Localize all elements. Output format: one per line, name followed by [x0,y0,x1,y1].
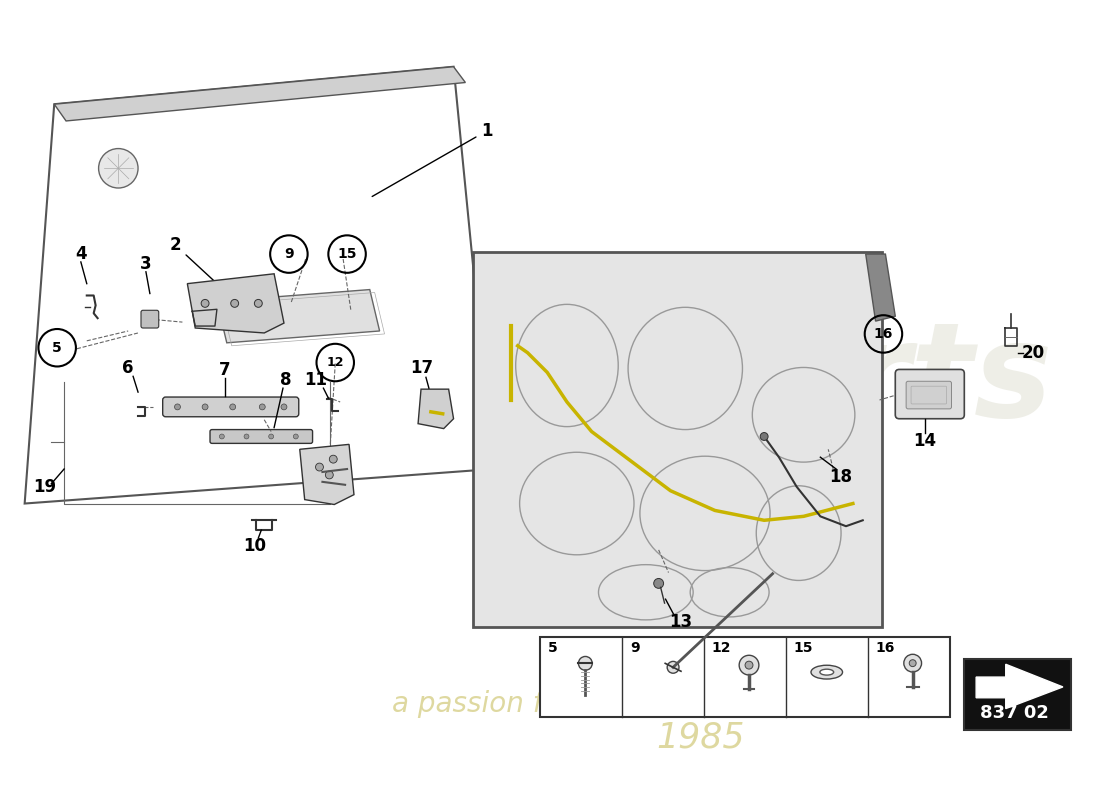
Text: 17: 17 [410,359,433,378]
Polygon shape [187,274,284,333]
Text: 10: 10 [243,537,266,555]
Circle shape [910,660,916,666]
Circle shape [280,404,287,410]
Circle shape [244,434,249,439]
Text: euro: euro [491,248,830,374]
Circle shape [329,455,338,463]
FancyBboxPatch shape [540,637,949,718]
Text: 1985: 1985 [656,720,745,754]
Text: 13: 13 [669,613,692,631]
Circle shape [316,463,323,471]
Text: 5: 5 [53,341,62,354]
FancyBboxPatch shape [473,252,882,626]
Text: 4: 4 [75,245,87,263]
Polygon shape [217,290,380,343]
Circle shape [201,299,209,307]
Text: 5: 5 [548,642,558,655]
Polygon shape [866,254,895,321]
Ellipse shape [811,666,843,679]
FancyBboxPatch shape [141,310,158,328]
Circle shape [175,404,180,410]
Ellipse shape [820,669,834,675]
Polygon shape [418,389,453,429]
Text: 16: 16 [873,327,893,341]
Text: 20: 20 [1022,344,1045,362]
Circle shape [904,654,922,672]
Circle shape [230,404,235,410]
Circle shape [760,433,768,441]
Text: parts: parts [662,317,1053,444]
Circle shape [653,578,663,588]
Text: 8: 8 [280,371,292,390]
Text: 2: 2 [169,236,240,305]
Text: 16: 16 [876,642,895,655]
Circle shape [268,434,274,439]
Text: 1: 1 [372,122,493,197]
Text: 9: 9 [284,247,294,261]
Text: 837 02: 837 02 [980,703,1049,722]
Circle shape [745,661,754,669]
Circle shape [260,404,265,410]
Text: 9: 9 [630,642,640,655]
FancyBboxPatch shape [895,370,965,418]
FancyBboxPatch shape [906,382,952,409]
Circle shape [668,662,679,674]
Text: 15: 15 [338,247,356,261]
Polygon shape [54,66,465,121]
Circle shape [231,299,239,307]
Text: 3: 3 [140,255,152,273]
Text: 15: 15 [794,642,813,655]
FancyBboxPatch shape [965,659,1070,730]
Circle shape [254,299,262,307]
Circle shape [202,404,208,410]
Circle shape [739,655,759,675]
Text: 14: 14 [913,433,936,450]
FancyBboxPatch shape [210,430,312,443]
Circle shape [219,434,224,439]
Text: 6: 6 [122,359,134,378]
Polygon shape [976,664,1063,709]
Text: 12: 12 [327,356,344,369]
Text: 7: 7 [219,362,231,379]
Text: 12: 12 [712,642,732,655]
Circle shape [579,657,592,670]
Circle shape [99,149,138,188]
FancyBboxPatch shape [163,397,299,417]
Polygon shape [299,444,354,505]
Text: a passion for...: a passion for... [392,690,594,718]
Circle shape [294,434,298,439]
Circle shape [326,471,333,479]
Text: 18: 18 [829,468,852,486]
Text: 19: 19 [33,478,56,496]
Text: 11: 11 [304,371,327,390]
Polygon shape [24,66,493,503]
